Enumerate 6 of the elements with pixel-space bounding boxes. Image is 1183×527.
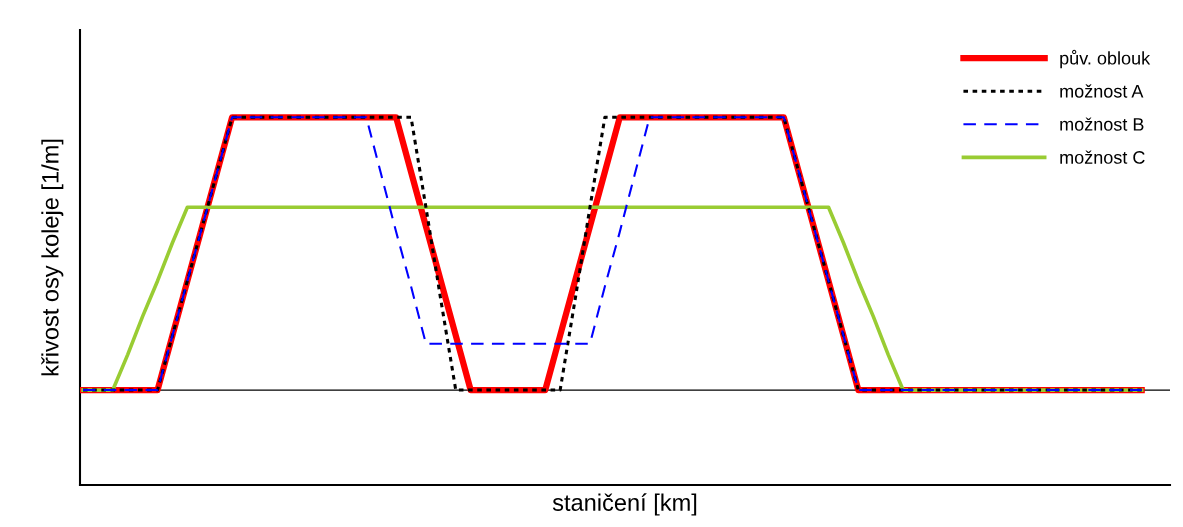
y-axis-title: křivost osy koleje [1/m] [41, 139, 64, 376]
legend-label: možnost B [1060, 117, 1144, 131]
x-axis-title: staničení [km] [552, 493, 697, 516]
legend-label: pův. oblouk [1060, 49, 1151, 69]
legend-label: možnost A [1060, 84, 1144, 98]
legend-label: možnost C [1060, 150, 1145, 164]
